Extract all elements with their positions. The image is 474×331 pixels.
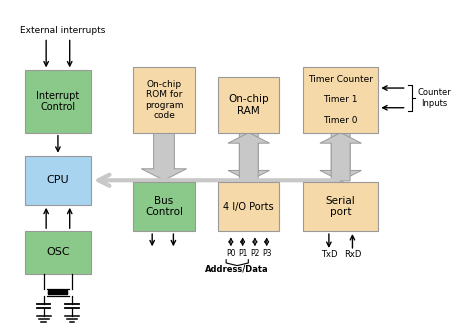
Text: Counter
Inputs: Counter Inputs	[417, 88, 451, 108]
Text: RxD: RxD	[344, 250, 361, 259]
FancyArrow shape	[228, 133, 270, 181]
FancyBboxPatch shape	[25, 70, 91, 133]
FancyBboxPatch shape	[25, 156, 91, 205]
FancyBboxPatch shape	[218, 77, 279, 133]
Text: External interrupts: External interrupts	[20, 25, 106, 34]
Text: OSC: OSC	[46, 248, 70, 258]
FancyBboxPatch shape	[303, 67, 378, 133]
FancyBboxPatch shape	[133, 182, 195, 231]
Text: On-chip
ROM for
program
code: On-chip ROM for program code	[145, 80, 183, 120]
Text: TxD: TxD	[320, 250, 337, 259]
FancyBboxPatch shape	[133, 67, 195, 133]
Text: Address/Data: Address/Data	[205, 264, 269, 273]
FancyArrow shape	[320, 133, 361, 181]
Text: Timer Counter

Timer 1

Timer 0: Timer Counter Timer 1 Timer 0	[308, 74, 373, 125]
FancyArrow shape	[141, 133, 187, 180]
Text: CPU: CPU	[46, 175, 69, 185]
Text: 4 I/O Ports: 4 I/O Ports	[223, 202, 274, 212]
Text: P3: P3	[262, 250, 272, 259]
FancyBboxPatch shape	[218, 182, 279, 231]
Text: P2: P2	[250, 250, 260, 259]
FancyArrow shape	[228, 133, 270, 181]
Text: Interrupt
Control: Interrupt Control	[36, 91, 80, 112]
Text: P1: P1	[238, 250, 247, 259]
FancyArrow shape	[320, 133, 361, 181]
Text: Serial
port: Serial port	[326, 196, 356, 217]
FancyBboxPatch shape	[303, 182, 378, 231]
Text: On-chip
RAM: On-chip RAM	[228, 94, 269, 116]
FancyBboxPatch shape	[25, 231, 91, 274]
Text: P0: P0	[226, 250, 236, 259]
Text: Bus
Control: Bus Control	[145, 196, 183, 217]
